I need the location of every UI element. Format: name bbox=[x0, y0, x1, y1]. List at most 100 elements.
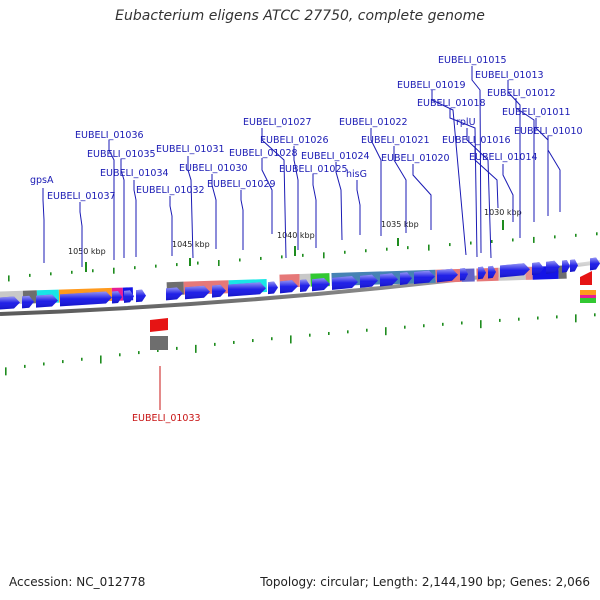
gene-label-eubeli-01020[interactable]: EUBELI_01020 bbox=[381, 153, 450, 164]
gene-block-eubeli-01033[interactable] bbox=[150, 336, 168, 350]
gene-arrow-shading bbox=[136, 289, 146, 303]
tick-mark bbox=[176, 346, 178, 350]
gene-label-eubeli-01022[interactable]: EUBELI_01022 bbox=[339, 117, 408, 128]
tick-mark bbox=[385, 327, 387, 336]
tick-mark bbox=[92, 269, 94, 273]
tick-mark bbox=[594, 313, 596, 317]
gene-arrow-shading bbox=[124, 290, 134, 303]
tick-mark bbox=[81, 357, 83, 361]
gene-label-eubeli-01030[interactable]: EUBELI_01030 bbox=[179, 163, 248, 174]
feature-block-right-orange[interactable] bbox=[580, 290, 596, 295]
length-value: 2,144,190 bp bbox=[421, 575, 502, 589]
feature-block-right-pink[interactable] bbox=[580, 295, 596, 298]
gene-label-eubeli-01014[interactable]: EUBELI_01014 bbox=[469, 152, 538, 163]
tick-mark bbox=[461, 321, 463, 325]
gene-label-hisg[interactable]: hisG bbox=[346, 169, 367, 180]
gene-label-eubeli-01037[interactable]: EUBELI_01037 bbox=[47, 191, 116, 202]
tick-mark bbox=[214, 342, 216, 346]
tick-mark bbox=[138, 351, 140, 355]
tick-mark bbox=[155, 264, 157, 268]
tick-mark bbox=[309, 333, 311, 337]
gene-arrow-shading bbox=[460, 268, 468, 281]
gene-label-eubeli-01028[interactable]: EUBELI_01028 bbox=[229, 148, 298, 159]
gene-label-rplu[interactable]: rplU bbox=[456, 117, 476, 128]
tick-mark bbox=[407, 246, 409, 250]
tick-mark bbox=[596, 232, 598, 236]
gene-label-eubeli-01024[interactable]: EUBELI_01024 bbox=[301, 151, 370, 162]
gene-arrow-shading bbox=[22, 295, 34, 309]
accession-value: NC_012778 bbox=[76, 575, 146, 589]
tick-mark bbox=[366, 328, 368, 332]
tick-mark bbox=[50, 272, 52, 276]
genome-title: Eubacterium eligens ATCC 27750, complete… bbox=[115, 8, 485, 24]
topology-label: Topology: bbox=[260, 575, 317, 589]
gene-label-eubeli-01025[interactable]: EUBELI_01025 bbox=[279, 164, 348, 175]
genes-value: 2,066 bbox=[555, 575, 590, 589]
tick-mark bbox=[281, 255, 283, 259]
gene-arrow-shading bbox=[546, 260, 560, 274]
gene-label-eubeli-01015[interactable]: EUBELI_01015 bbox=[438, 55, 507, 66]
forward-gene-track bbox=[0, 257, 600, 310]
gene-label-eubeli-01033[interactable]: EUBELI_01033 bbox=[132, 413, 201, 424]
tick-mark bbox=[8, 275, 10, 282]
gene-arrow-shading bbox=[185, 285, 210, 300]
tick-mark bbox=[518, 317, 520, 321]
tick-mark bbox=[113, 267, 115, 274]
scale-markers: 1050 kbp 1045 kbp 1040 kbp 1035 kbp 1030… bbox=[68, 208, 522, 272]
scale-label-1045: 1045 kbp bbox=[172, 240, 210, 249]
gene-arrow-shading bbox=[562, 259, 570, 273]
gene-label-eubeli-01010[interactable]: EUBELI_01010 bbox=[514, 126, 583, 137]
tick-mark bbox=[233, 340, 235, 344]
tick-mark bbox=[512, 238, 514, 242]
tick-mark bbox=[491, 239, 493, 243]
gene-arrow-shading bbox=[570, 259, 578, 272]
gene-arrow-eubeli-01033[interactable] bbox=[150, 318, 168, 332]
gene-label-eubeli-01016[interactable]: EUBELI_01016 bbox=[442, 135, 511, 146]
gene-label-eubeli-01019[interactable]: EUBELI_01019 bbox=[397, 80, 466, 91]
tick-mark bbox=[470, 241, 472, 245]
gene-arrow-right-edge[interactable] bbox=[580, 271, 592, 285]
gene-arrow-shading bbox=[332, 276, 358, 290]
gene-arrow-shading bbox=[437, 268, 458, 283]
tick-mark bbox=[62, 360, 64, 364]
footer-genome-stats: Topology: circular; Length: 2,144,190 bp… bbox=[260, 575, 590, 589]
gene-arrow-shading bbox=[0, 296, 20, 310]
gene-labels: EUBELI_01015 EUBELI_01013 EUBELI_01019 E… bbox=[30, 55, 583, 424]
gene-label-eubeli-01029[interactable]: EUBELI_01029 bbox=[207, 179, 276, 190]
gene-label-eubeli-01013[interactable]: EUBELI_01013 bbox=[475, 70, 544, 81]
tick-mark bbox=[575, 233, 577, 237]
label-leader-lines bbox=[42, 66, 561, 267]
gene-label-eubeli-01034[interactable]: EUBELI_01034 bbox=[100, 168, 169, 179]
gene-arrow-shading bbox=[166, 287, 183, 301]
gene-label-eubeli-01036[interactable]: EUBELI_01036 bbox=[75, 130, 144, 141]
gene-label-eubeli-01021[interactable]: EUBELI_01021 bbox=[361, 135, 430, 146]
gene-arrow-shading bbox=[532, 262, 544, 276]
length-label: Length: bbox=[372, 575, 419, 589]
tick-mark bbox=[556, 315, 558, 319]
tick-mark bbox=[271, 337, 273, 341]
scale-label-1035: 1035 kbp bbox=[381, 220, 419, 229]
gene-label-eubeli-01031[interactable]: EUBELI_01031 bbox=[156, 144, 225, 155]
gene-label-eubeli-01012[interactable]: EUBELI_01012 bbox=[487, 88, 556, 99]
gene-label-gpsa[interactable]: gpsA bbox=[30, 175, 54, 186]
gene-label-eubeli-01011[interactable]: EUBELI_01011 bbox=[502, 107, 571, 118]
gene-label-eubeli-01035[interactable]: EUBELI_01035 bbox=[87, 149, 156, 160]
tick-mark bbox=[157, 348, 159, 352]
tick-mark bbox=[29, 273, 31, 277]
tick-mark bbox=[100, 355, 102, 364]
gene-arrow-shading bbox=[36, 294, 58, 308]
gene-label-eubeli-01032[interactable]: EUBELI_01032 bbox=[136, 185, 205, 196]
scale-label-1050: 1050 kbp bbox=[68, 247, 106, 256]
gene-arrow-shading bbox=[280, 280, 298, 294]
gene-label-eubeli-01027[interactable]: EUBELI_01027 bbox=[243, 117, 312, 128]
tick-mark bbox=[239, 258, 241, 262]
tick-mark bbox=[134, 266, 136, 270]
tick-mark bbox=[533, 236, 535, 243]
gene-label-eubeli-01026[interactable]: EUBELI_01026 bbox=[260, 135, 329, 146]
tick-mark bbox=[386, 247, 388, 251]
gene-arrow-shading bbox=[228, 282, 266, 297]
feature-block-right-green[interactable] bbox=[580, 298, 596, 303]
outer-tick-ring bbox=[8, 232, 598, 282]
gene-label-eubeli-01018[interactable]: EUBELI_01018 bbox=[417, 98, 486, 109]
